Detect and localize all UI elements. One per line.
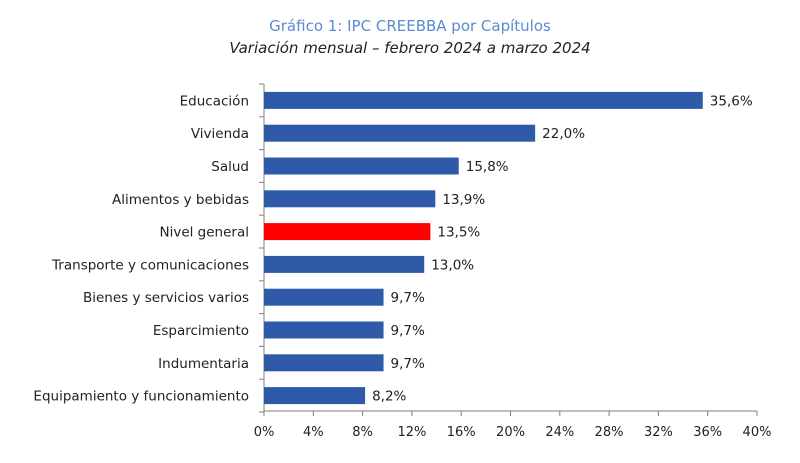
bar bbox=[264, 387, 366, 405]
data-label: 13,9% bbox=[442, 192, 485, 208]
category-label: Indumentaria bbox=[158, 356, 249, 372]
bar bbox=[264, 288, 384, 306]
x-tick-label: 28% bbox=[595, 425, 624, 440]
category-label: Esparcimiento bbox=[153, 323, 249, 339]
data-label: 22,0% bbox=[542, 126, 585, 142]
bar bbox=[264, 255, 425, 273]
bar bbox=[264, 190, 436, 208]
data-label: 9,7% bbox=[391, 323, 425, 339]
chart-subtitle: Variación mensual – febrero 2024 a marzo… bbox=[229, 39, 590, 57]
data-label: 13,5% bbox=[437, 225, 480, 241]
x-tick-label: 8% bbox=[352, 425, 373, 440]
x-tick-label: 16% bbox=[447, 425, 476, 440]
category-label: Nivel general bbox=[160, 225, 250, 241]
category-label: Transporte y comunicaciones bbox=[51, 257, 249, 273]
data-label: 15,8% bbox=[466, 159, 509, 175]
x-tick-label: 32% bbox=[644, 425, 673, 440]
x-tick-label: 36% bbox=[693, 425, 722, 440]
bar bbox=[264, 157, 459, 175]
category-label: Bienes y servicios varios bbox=[83, 290, 249, 306]
bar bbox=[264, 124, 536, 142]
category-label: Alimentos y bebidas bbox=[112, 192, 249, 208]
bar bbox=[264, 354, 384, 372]
x-tick-label: 0% bbox=[254, 425, 275, 440]
x-tick-label: 24% bbox=[545, 425, 574, 440]
data-label: 35,6% bbox=[710, 93, 753, 109]
data-label: 9,7% bbox=[391, 290, 425, 306]
data-label: 13,0% bbox=[431, 257, 474, 273]
category-label: Equipamiento y funcionamiento bbox=[33, 389, 249, 405]
x-tick-label: 4% bbox=[303, 425, 324, 440]
chart-title: Gráfico 1: IPC CREEBBA por Capítulos bbox=[269, 17, 551, 35]
x-tick-label: 12% bbox=[397, 425, 426, 440]
data-label: 9,7% bbox=[391, 356, 425, 372]
category-label: Educación bbox=[180, 93, 249, 109]
bar bbox=[264, 91, 703, 109]
bar bbox=[264, 321, 384, 339]
bar bbox=[264, 223, 431, 241]
category-label: Salud bbox=[211, 159, 249, 175]
category-label: Vivienda bbox=[191, 126, 249, 142]
x-tick-label: 40% bbox=[743, 425, 772, 440]
data-label: 8,2% bbox=[372, 389, 406, 405]
x-tick-label: 20% bbox=[496, 425, 525, 440]
